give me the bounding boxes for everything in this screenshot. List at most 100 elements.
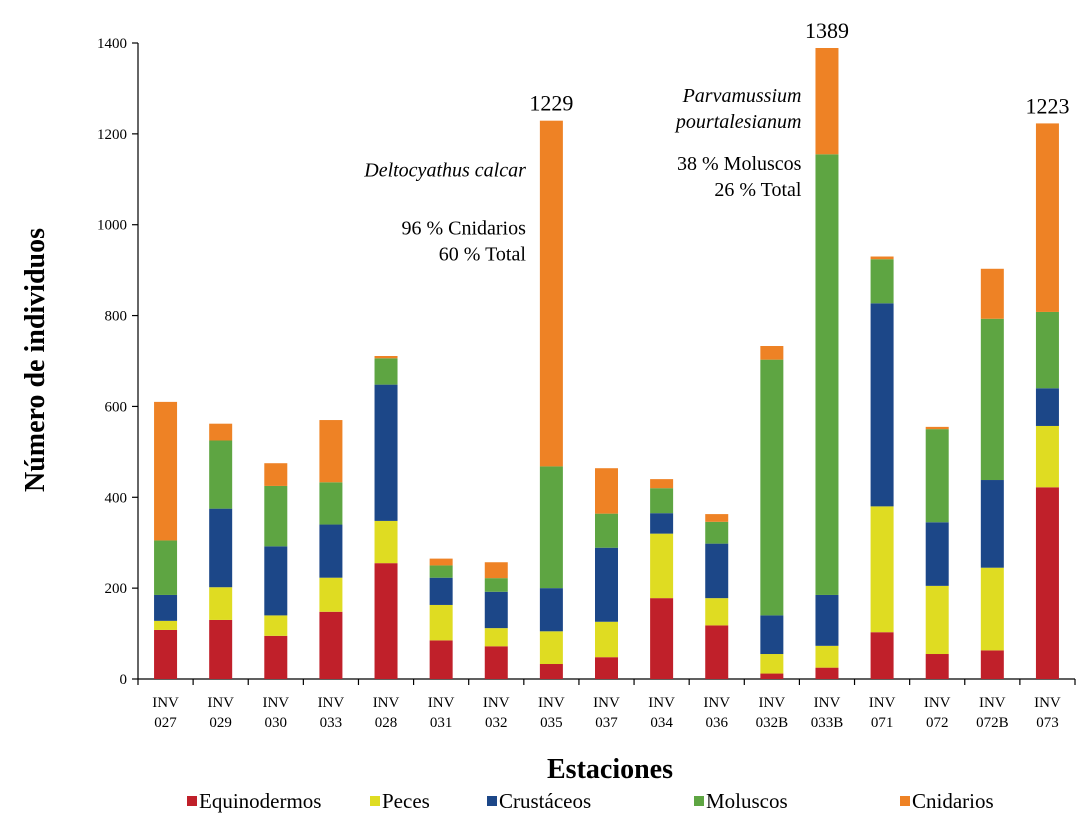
x-tick-label-line: INV [1034, 695, 1061, 711]
x-tick-label-line: INV [593, 695, 620, 711]
x-tick-label-line: INV [648, 695, 675, 711]
x-axis-title: Estaciones [547, 754, 673, 785]
x-tick-label-line: INV [924, 695, 951, 711]
legend-swatch-cnidarios [900, 796, 910, 806]
x-tick-label-line: 036 [705, 715, 728, 731]
y-tick-label: 800 [105, 309, 128, 325]
bar-segment-equinodermos [154, 629, 178, 679]
x-tick-label: INV 032 [483, 695, 510, 731]
bar-segment-peces [595, 621, 618, 658]
bar-segment-peces [925, 585, 949, 655]
legend-label-equinodermos: Equinodermos [199, 789, 321, 813]
x-tick-label: INV 073 [1034, 695, 1061, 731]
bar-segment-moluscos [925, 429, 949, 523]
bar-segment-cnidarios [815, 47, 839, 155]
bar-segment-cnidarios [484, 562, 508, 579]
x-tick-label-line: 027 [154, 715, 177, 731]
bar-segment-equinodermos [925, 654, 949, 679]
legend-swatch-crustáceos [487, 796, 497, 806]
x-tick-label: INV 035 [538, 695, 565, 731]
percentage-annotation: 60 % Total [439, 244, 527, 266]
x-tick-label-line: 035 [540, 715, 563, 731]
x-tick-label-line: INV [152, 695, 179, 711]
x-tick-label-line: INV [483, 695, 510, 711]
percentage-annotation: 38 % Moluscos [677, 153, 802, 175]
bar-segment-crustáceos [429, 577, 453, 605]
bar-segment-cnidarios [760, 346, 784, 360]
bar-segment-cnidarios [319, 420, 343, 483]
x-tick-label-line: INV [814, 695, 841, 711]
bar-segment-moluscos [319, 482, 343, 525]
bar-segment-moluscos [484, 578, 508, 592]
y-tick-label: 1000 [97, 218, 127, 234]
x-tick-label-line: INV [869, 695, 896, 711]
bar-segment-cnidarios [705, 514, 729, 522]
x-tick-label-line: 071 [871, 715, 894, 731]
bar-segment-cnidarios [264, 463, 288, 486]
x-axis: INV 027 INV 029 INV 030 INV 033 INV 028 INV 031 INV 0… [137, 678, 1076, 731]
bar-segment-equinodermos [539, 664, 563, 679]
bar-segment-crustáceos [650, 513, 674, 534]
bar-segment-equinodermos [1035, 487, 1059, 679]
bar-segment-crustáceos [705, 543, 729, 599]
x-tick-label: INV 071 [869, 695, 896, 731]
y-tick-label: 1400 [97, 36, 127, 52]
bar-segment-equinodermos [429, 640, 453, 679]
x-tick-label-line: 034 [650, 715, 673, 731]
bar-segment-equinodermos [319, 611, 343, 679]
x-tick-label-line: INV [373, 695, 400, 711]
x-tick-label: INV 032B [756, 695, 789, 731]
y-tick-label: 1200 [97, 127, 127, 143]
bar-segment-peces [484, 628, 508, 647]
x-tick-label-line: 028 [375, 715, 398, 731]
x-tick-label-line: 031 [430, 715, 453, 731]
x-tick-label-line: INV [207, 695, 234, 711]
bar-segment-moluscos [374, 358, 398, 385]
x-tick-label: INV 030 [262, 695, 289, 731]
x-tick-label-line: 032 [485, 715, 508, 731]
x-tick-label: INV 031 [428, 695, 455, 731]
x-tick-label: INV 027 [152, 695, 179, 731]
legend-swatch-moluscos [694, 796, 704, 806]
x-tick-label: INV 072 [924, 695, 951, 731]
x-tick-label-line: 037 [595, 715, 618, 731]
bar-segment-crustáceos [209, 508, 233, 588]
bar-segment-peces [374, 520, 398, 564]
bar-segment-crustáceos [539, 588, 563, 632]
legend-label-crustáceos: Crustáceos [499, 789, 591, 813]
x-tick-label: INV 037 [593, 695, 620, 731]
bar-segment-equinodermos [484, 646, 508, 679]
bar-segment-cnidarios [650, 479, 674, 489]
x-tick-label: INV 029 [207, 695, 234, 731]
x-tick-label-line: 033B [811, 715, 844, 731]
bar-segment-equinodermos [595, 657, 618, 679]
bar-segment-moluscos [429, 565, 453, 578]
bar-segment-moluscos [815, 154, 839, 595]
bar-total-label: 1229 [529, 91, 573, 116]
x-tick-label: INV 036 [703, 695, 730, 731]
x-tick-label-line: INV [538, 695, 565, 711]
bar-segment-moluscos [650, 488, 674, 514]
bar-segment-crustáceos [374, 384, 398, 521]
percentage-annotation: 26 % Total [714, 179, 802, 201]
annotations: 1229 Deltocyathus calcar 96 % Cnidarios 60 … [363, 18, 1069, 266]
legend-label-peces: Peces [382, 789, 430, 813]
bar-total-label: 1389 [805, 18, 849, 43]
bar-segment-peces [980, 567, 1004, 651]
x-tick-label-line: INV [979, 695, 1006, 711]
bar-segment-moluscos [264, 485, 288, 547]
species-annotation: Parvamussium [682, 85, 802, 107]
y-tick-label: 200 [105, 581, 128, 597]
x-tick-label-line: 072 [926, 715, 949, 731]
bar-segment-crustáceos [264, 546, 288, 616]
y-tick-label: 400 [105, 490, 128, 506]
bar-segment-cnidarios [870, 256, 894, 260]
bars [154, 47, 1059, 679]
x-tick-label: INV 028 [373, 695, 400, 731]
bar-segment-cnidarios [1035, 123, 1059, 312]
bar-segment-crustáceos [870, 303, 894, 507]
bar-segment-crustáceos [595, 547, 618, 622]
x-tick-label-line: INV [262, 695, 289, 711]
bar-segment-crustáceos [815, 594, 839, 646]
